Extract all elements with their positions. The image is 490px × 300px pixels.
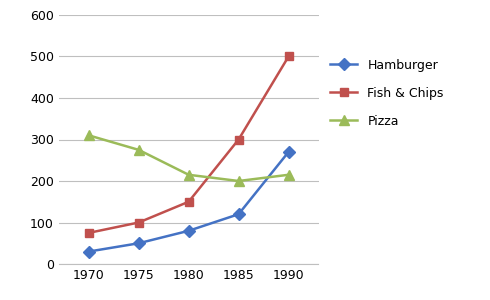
- Fish & Chips: [186, 200, 192, 203]
- Legend: Hamburger, Fish & Chips, Pizza: Hamburger, Fish & Chips, Pizza: [330, 58, 444, 128]
- Hamburger: [186, 229, 192, 232]
- Pizza: [136, 148, 142, 152]
- Pizza: [86, 134, 92, 137]
- Pizza: [286, 173, 292, 177]
- Fish & Chips: [286, 55, 292, 58]
- Hamburger: [286, 150, 292, 154]
- Line: Pizza: Pizza: [84, 130, 294, 186]
- Pizza: [186, 173, 192, 177]
- Fish & Chips: [236, 138, 242, 141]
- Fish & Chips: [136, 221, 142, 224]
- Line: Hamburger: Hamburger: [85, 148, 293, 256]
- Hamburger: [86, 250, 92, 253]
- Hamburger: [136, 242, 142, 245]
- Hamburger: [236, 212, 242, 216]
- Pizza: [236, 179, 242, 183]
- Line: Fish & Chips: Fish & Chips: [85, 52, 293, 237]
- Fish & Chips: [86, 231, 92, 235]
